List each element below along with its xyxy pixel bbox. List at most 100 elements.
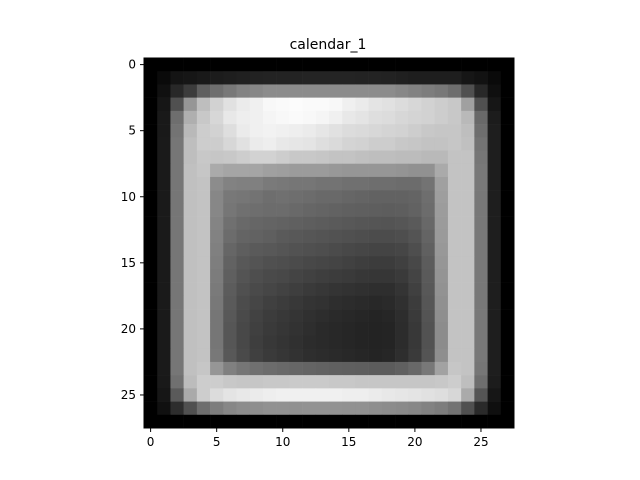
- heatmap-cell-r1-c22: [434, 71, 449, 85]
- heatmap-cell-r10-c23: [447, 190, 462, 204]
- heatmap-cell-r24-c17: [368, 375, 383, 389]
- heatmap-cell-r15-c26: [487, 256, 502, 270]
- heatmap-cell-r14-c27: [500, 243, 515, 257]
- heatmap-cell-r18-c1: [157, 295, 171, 310]
- heatmap-cell-r13-c18: [381, 229, 396, 244]
- heatmap-cell-r27-c7: [236, 414, 251, 429]
- heatmap-cell-r26-c5: [210, 401, 224, 416]
- heatmap-cell-r27-c10: [276, 414, 290, 429]
- heatmap-cell-r21-c24: [461, 335, 475, 350]
- heatmap-cell-r13-c21: [421, 229, 436, 244]
- heatmap-cell-r22-c18: [381, 348, 396, 363]
- heatmap-cell-r11-c17: [368, 203, 383, 217]
- heatmap-cells: [144, 58, 515, 429]
- heatmap-cell-r16-c6: [223, 269, 237, 283]
- heatmap-cell-r9-c18: [381, 176, 396, 191]
- heatmap-cell-r21-c11: [289, 335, 303, 350]
- heatmap-cell-r7-c18: [381, 150, 396, 165]
- heatmap-cell-r11-c12: [302, 203, 317, 217]
- heatmap-cell-r9-c16: [355, 176, 369, 191]
- heatmap-cell-r4-c12: [302, 110, 317, 125]
- heatmap-cell-r3-c13: [315, 97, 330, 112]
- heatmap-cell-r10-c3: [183, 190, 198, 204]
- heatmap-cell-r7-c27: [500, 150, 515, 165]
- heatmap-cell-r10-c24: [461, 190, 475, 204]
- heatmap-cell-r21-c13: [315, 335, 330, 350]
- heatmap-cell-r24-c2: [170, 375, 184, 389]
- heatmap-cell-r13-c27: [500, 229, 515, 244]
- heatmap-cell-r19-c5: [210, 309, 224, 323]
- heatmap-cell-r6-c6: [223, 137, 237, 151]
- heatmap-cell-r5-c19: [395, 124, 409, 138]
- heatmap-cell-r14-c11: [289, 243, 303, 257]
- heatmap-cell-r0-c1: [157, 58, 171, 72]
- heatmap-cell-r10-c18: [381, 190, 396, 204]
- heatmap-cell-r22-c27: [500, 348, 515, 363]
- heatmap-cell-r11-c2: [170, 203, 184, 217]
- heatmap-cell-r12-c22: [434, 216, 449, 231]
- heatmap-cell-r16-c9: [262, 269, 277, 283]
- heatmap-cell-r2-c2: [170, 84, 184, 98]
- heatmap-cell-r13-c5: [210, 229, 224, 244]
- heatmap-cell-r4-c22: [434, 110, 449, 125]
- heatmap-cell-r23-c21: [421, 361, 436, 376]
- heatmap-cell-r20-c27: [500, 322, 515, 336]
- heatmap-cell-r13-c22: [434, 229, 449, 244]
- heatmap-cell-r21-c17: [368, 335, 383, 350]
- heatmap-cell-r23-c3: [183, 361, 198, 376]
- heatmap-cell-r9-c2: [170, 176, 184, 191]
- heatmap-cell-r18-c24: [461, 295, 475, 310]
- heatmap-cell-r11-c24: [461, 203, 475, 217]
- heatmap-cell-r24-c19: [395, 375, 409, 389]
- heatmap-cell-r4-c11: [289, 110, 303, 125]
- heatmap-cell-r5-c26: [487, 124, 502, 138]
- heatmap-cell-r23-c5: [210, 361, 224, 376]
- heatmap-cell-r25-c26: [487, 388, 502, 402]
- heatmap-cell-r22-c4: [196, 348, 211, 363]
- heatmap-cell-r19-c11: [289, 309, 303, 323]
- heatmap-cell-r16-c18: [381, 269, 396, 283]
- heatmap-cell-r19-c26: [487, 309, 502, 323]
- heatmap-cell-r2-c25: [474, 84, 488, 98]
- heatmap-cell-r26-c7: [236, 401, 251, 416]
- chart-title: calendar_1: [290, 37, 367, 53]
- heatmap-cell-r9-c13: [315, 176, 330, 191]
- heatmap-cell-r0-c0: [144, 58, 158, 72]
- heatmap-cell-r22-c6: [223, 348, 237, 363]
- heatmap-cell-r0-c18: [381, 58, 396, 72]
- heatmap-cell-r25-c12: [302, 388, 317, 402]
- heatmap-cell-r19-c6: [223, 309, 237, 323]
- heatmap-cell-r9-c0: [144, 176, 158, 191]
- heatmap-cell-r4-c10: [276, 110, 290, 125]
- heatmap-cell-r10-c10: [276, 190, 290, 204]
- heatmap-cell-r27-c27: [500, 414, 515, 429]
- heatmap-cell-r6-c14: [329, 137, 343, 151]
- heatmap-cell-r24-c1: [157, 375, 171, 389]
- heatmap-cell-r8-c1: [157, 163, 171, 178]
- heatmap-cell-r3-c25: [474, 97, 488, 112]
- heatmap-cell-r11-c20: [408, 203, 422, 217]
- heatmap-cell-r2-c24: [461, 84, 475, 98]
- heatmap-cell-r20-c7: [236, 322, 251, 336]
- heatmap-cell-r26-c27: [500, 401, 515, 416]
- heatmap-cell-r23-c15: [342, 361, 356, 376]
- heatmap-cell-r12-c6: [223, 216, 237, 231]
- heatmap-cell-r6-c18: [381, 137, 396, 151]
- heatmap-cell-r22-c21: [421, 348, 436, 363]
- heatmap-cell-r18-c14: [329, 295, 343, 310]
- heatmap-cell-r23-c6: [223, 361, 237, 376]
- heatmap-cell-r19-c4: [196, 309, 211, 323]
- heatmap-cell-r24-c26: [487, 375, 502, 389]
- heatmap-cell-r10-c19: [395, 190, 409, 204]
- heatmap-cell-r23-c14: [329, 361, 343, 376]
- heatmap-cell-r8-c20: [408, 163, 422, 178]
- heatmap-cell-r17-c2: [170, 282, 184, 297]
- heatmap-cell-r4-c14: [329, 110, 343, 125]
- heatmap-cell-r7-c13: [315, 150, 330, 165]
- heatmap-cell-r8-c21: [421, 163, 436, 178]
- heatmap-cell-r22-c0: [144, 348, 158, 363]
- heatmap-cell-r11-c5: [210, 203, 224, 217]
- heatmap-cell-r17-c20: [408, 282, 422, 297]
- heatmap-cell-r17-c6: [223, 282, 237, 297]
- heatmap-cell-r1-c14: [329, 71, 343, 85]
